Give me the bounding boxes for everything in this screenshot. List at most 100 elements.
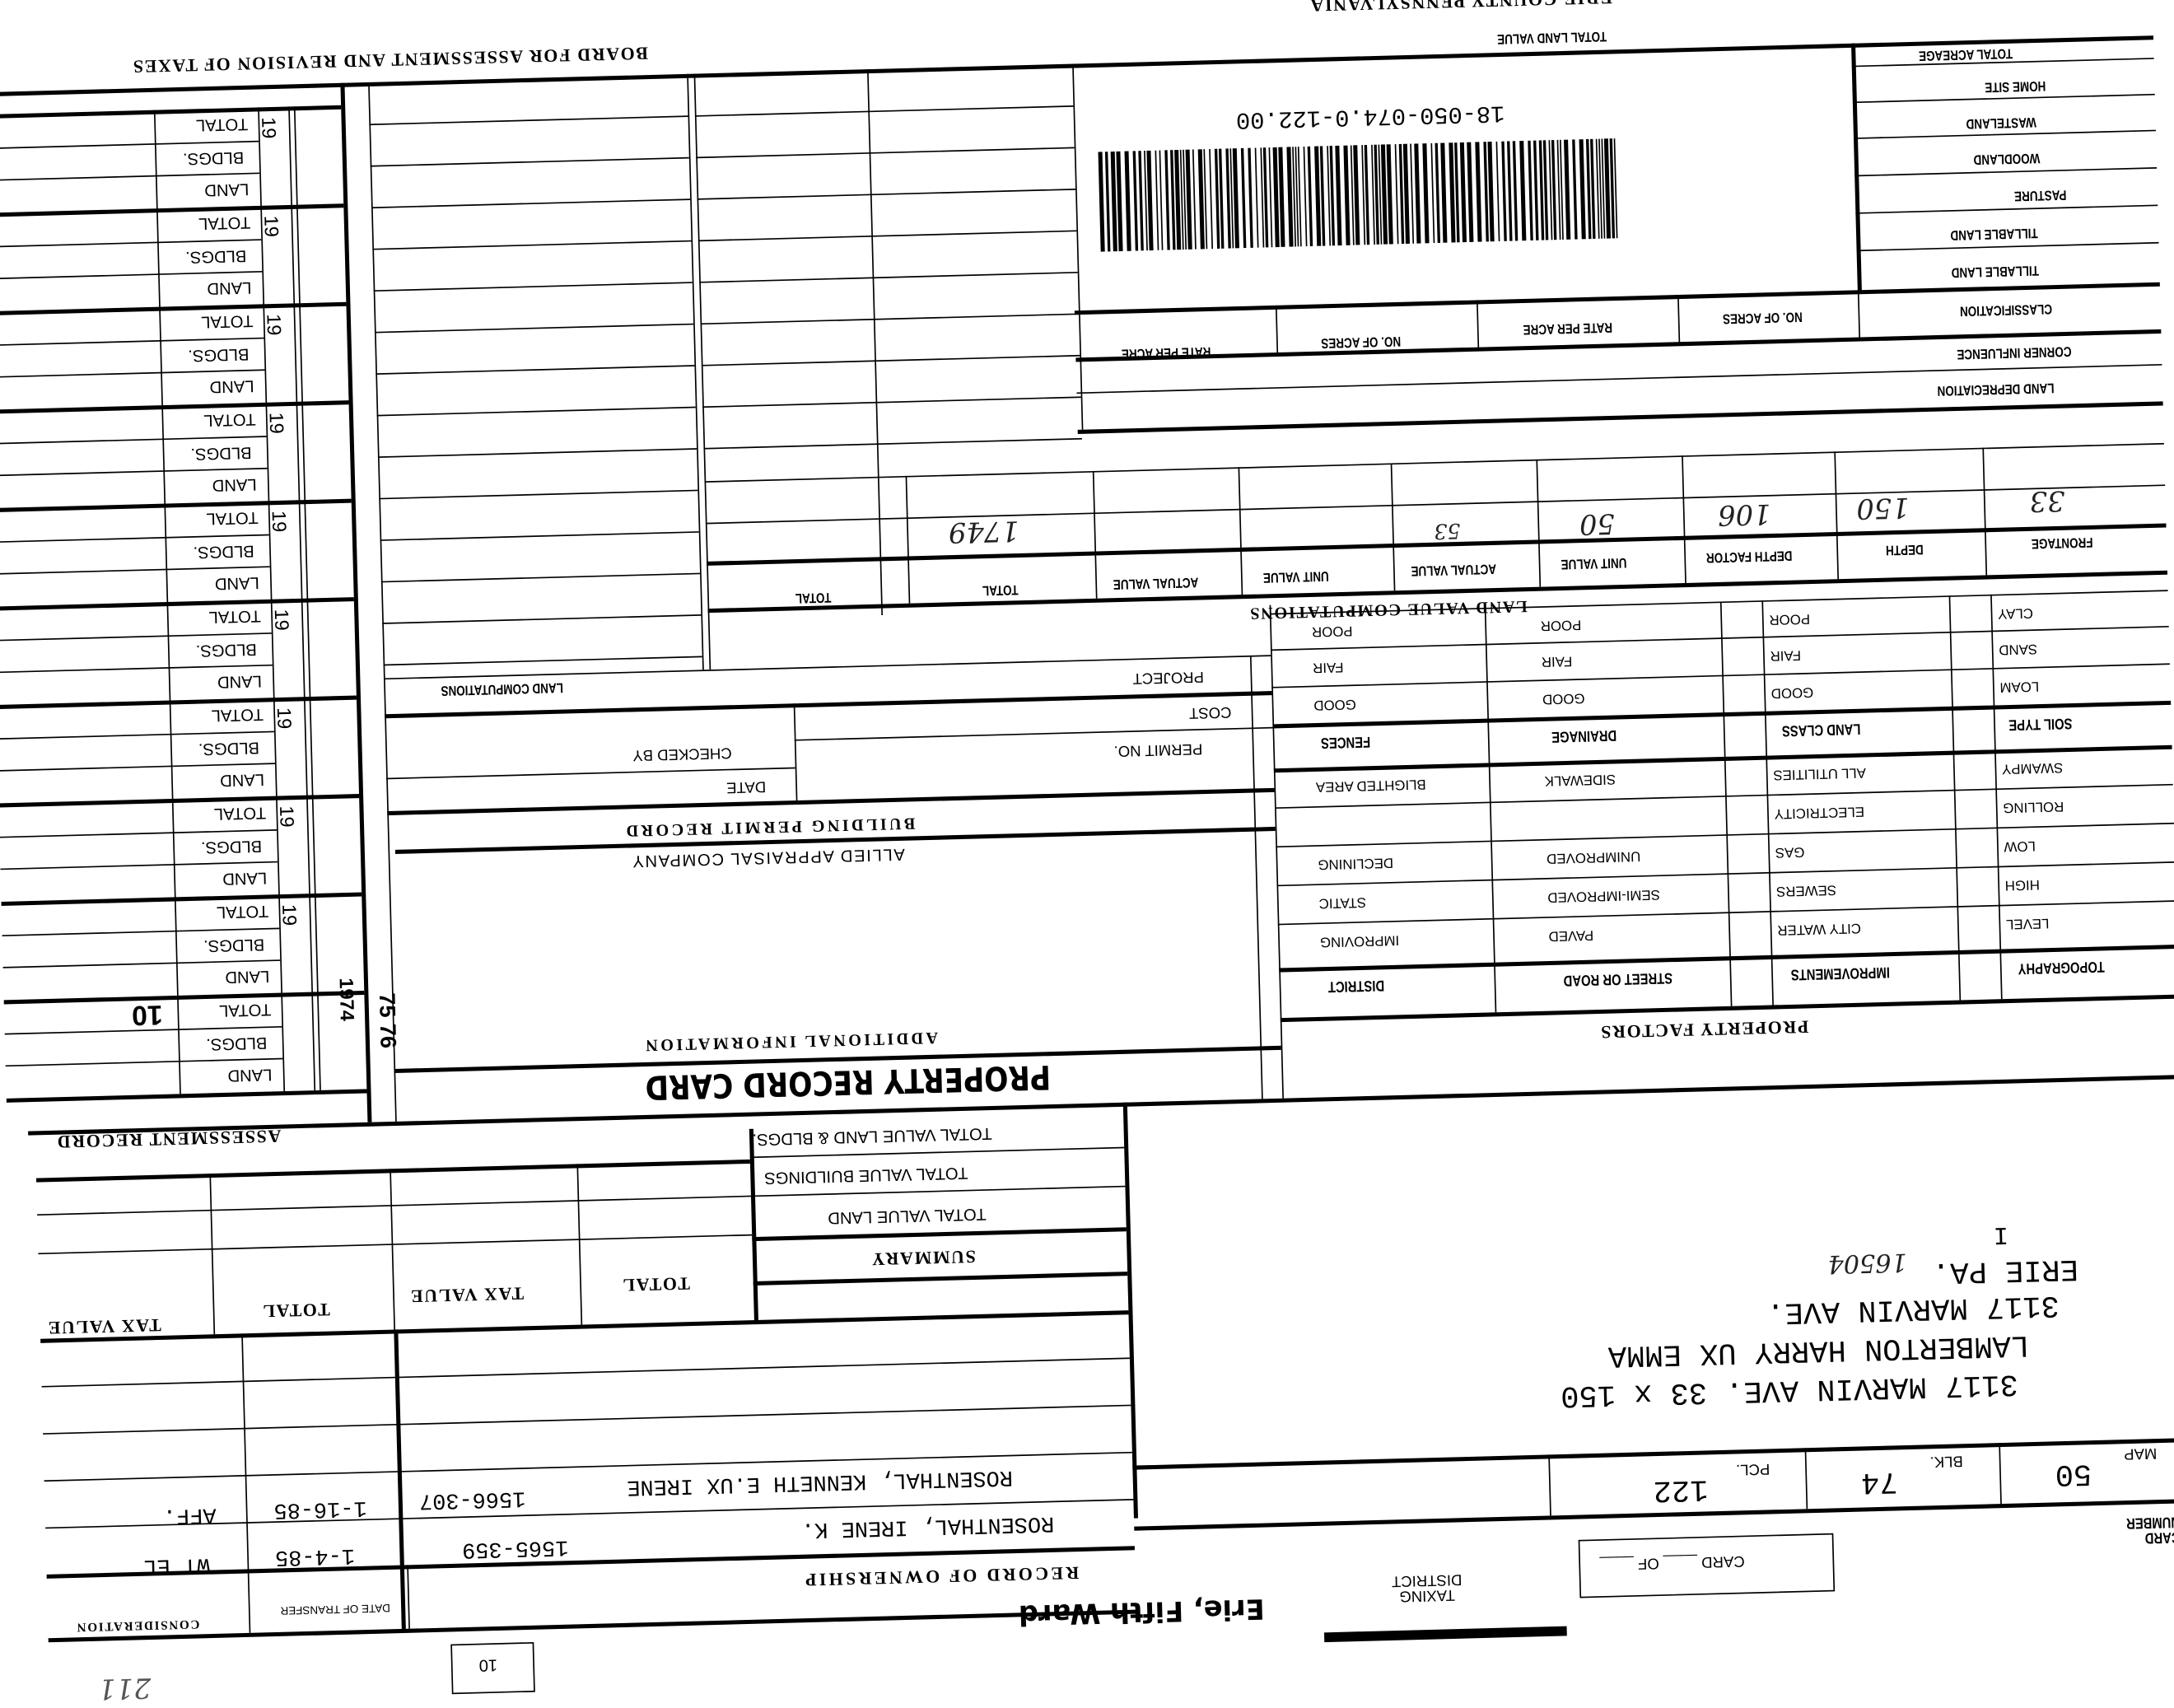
property-factor-col2-item: SEWERS <box>1775 881 1837 898</box>
divider <box>1275 305 1279 356</box>
barcode-bar <box>1209 148 1214 250</box>
city-line: ERIE PA. <box>1931 1250 2079 1290</box>
assessment-record-grid: TOTAL BLDGS. LAND 19 TOTAL BLDGS. LAND 19 TOTAL B… <box>0 0 2152 1103</box>
summary-col-total: TOTAL <box>621 1273 691 1296</box>
barcode-bar <box>1386 144 1393 245</box>
property-factor-col1-item: SAND <box>1999 640 2038 657</box>
barcode-bar <box>1572 139 1578 240</box>
blk-label: BLK. <box>1929 1452 1964 1470</box>
label-tillable-land: TILLABLE LAND <box>1950 224 2038 242</box>
barcode-bar <box>1307 146 1313 247</box>
assessment-row-bldgs: BLDGS. <box>182 147 245 170</box>
property-factor-col3-item: SIDEWALK <box>1544 770 1617 788</box>
checked-by-label: CHECKED BY <box>632 744 732 763</box>
owner-deed-book: 1566-307 <box>418 1485 526 1514</box>
divider <box>752 1227 1127 1242</box>
assessment-year-prefix: 19 <box>260 215 283 238</box>
assessment-row-land: LAND <box>209 376 254 398</box>
summary-col-tax-value-2: TAX VALUE <box>46 1314 162 1339</box>
barcode-bar <box>1422 143 1430 244</box>
assessment-row-land: LAND <box>207 278 252 299</box>
barcode-bar <box>1159 150 1164 250</box>
divider <box>241 1333 251 1633</box>
divider <box>702 396 1081 408</box>
divider <box>368 82 397 1122</box>
label-pasture: PASTURE <box>2013 186 2067 203</box>
assessment-row-total: TOTAL <box>195 114 249 136</box>
divider <box>1536 459 1542 587</box>
divider <box>703 437 1083 450</box>
property-factor-col3-item: FAIR <box>1541 652 1573 669</box>
barcode-bar <box>1278 147 1285 247</box>
divider <box>1850 43 1862 293</box>
property-factor-col1-item: CLAY <box>1997 604 2034 621</box>
divider <box>794 726 1273 741</box>
assessment-row-bldgs: BLDGS. <box>188 344 250 366</box>
divider <box>6 1089 367 1103</box>
owner-transfer-date: 1-4-85 <box>274 1542 356 1570</box>
assessment-row-land: LAND <box>222 868 268 889</box>
barcode-bar <box>1248 147 1253 248</box>
owner-name: ROSENTHAL, IRENE K. <box>800 1510 1055 1542</box>
divider <box>1548 1454 1551 1516</box>
barcode-bar <box>1232 148 1239 249</box>
divider <box>1484 607 1497 1013</box>
county-title: ERIE COUNTY PENNSYLVANIA <box>1309 0 1613 16</box>
assessment-row-total: TOTAL <box>200 311 254 333</box>
pcl-label: PCL. <box>1735 1459 1770 1478</box>
owner-transfer-date: 1-16-85 <box>273 1495 367 1524</box>
property-record-card-title: PROPERTY RECORD CARD <box>644 1057 1052 1107</box>
divider <box>697 189 1076 200</box>
property-factor-col3-item: STREET OR ROAD <box>1563 968 1673 989</box>
divider <box>1834 451 1840 580</box>
assessment-row-land: LAND <box>214 573 260 595</box>
property-factor-col4-item: FAIR <box>1312 658 1344 675</box>
divider <box>383 656 702 666</box>
assessment-row-bldgs: BLDGS. <box>198 738 260 759</box>
divider <box>48 1609 1137 1643</box>
taxing-district-value: Erie, Fifth Ward <box>1018 1592 1266 1632</box>
last-year: 1974 <box>335 978 359 1022</box>
barcode-bar <box>1268 147 1273 248</box>
record-of-ownership-title: RECORD OF OWNERSHIP <box>802 1562 1080 1591</box>
divider <box>749 1146 1125 1159</box>
land-computations-title: LAND COMPUTATIONS <box>441 679 564 698</box>
label-tillable-land-2: TILLABLE LAND <box>1951 261 2040 280</box>
summary-title: SUMMARY <box>870 1246 977 1271</box>
property-factor-col2-item: LAND CLASS <box>1781 720 1861 739</box>
divider <box>1853 129 2156 139</box>
assessment-row-bldgs: BLDGS. <box>184 246 247 268</box>
property-factor-col3-item: DRAINAGE <box>1551 726 1617 745</box>
owner-consideration: AFF. <box>162 1501 217 1528</box>
property-factor-col4-item: POOR <box>1311 622 1353 639</box>
property-factor-col3-item: GOOD <box>1542 689 1585 707</box>
scribble: 211 <box>97 1671 152 1706</box>
divider <box>372 240 692 250</box>
barcode-bar <box>1353 145 1360 245</box>
property-factor-col1-item: ROLLING <box>2003 797 2064 815</box>
divider <box>699 271 1078 283</box>
summary-col-tax-value: TAX VALUE <box>409 1283 525 1308</box>
assessment-row-land: LAND <box>225 966 270 987</box>
value-frontage: 33 <box>2029 484 2066 519</box>
barcode-bar <box>1303 146 1308 247</box>
barcode-bar <box>1402 143 1411 244</box>
property-factor-col1-item: LEVEL <box>2005 914 2050 931</box>
label-classification: CLASSIFICATION <box>1959 300 2053 319</box>
box-number: 10 <box>478 1655 498 1676</box>
date-label: DATE <box>725 777 767 796</box>
property-factor-col1-item: LOAM <box>1999 678 2040 694</box>
divider <box>380 531 699 541</box>
zip-handwritten: 16504 <box>1826 1247 1908 1279</box>
summary-row-land: TOTAL VALUE LAND <box>827 1204 987 1229</box>
card-of-label: CARD ____ OF ____ <box>1599 1552 1745 1573</box>
barcode-bar <box>1254 147 1259 248</box>
property-factor-col4-item: DISTRICT <box>1327 976 1385 995</box>
divider <box>693 73 711 670</box>
divider <box>694 105 1074 117</box>
divider <box>387 787 1275 816</box>
divider <box>340 82 372 1122</box>
assessment-year-prefix: 19 <box>268 510 292 533</box>
barcode-bar <box>1146 150 1154 251</box>
